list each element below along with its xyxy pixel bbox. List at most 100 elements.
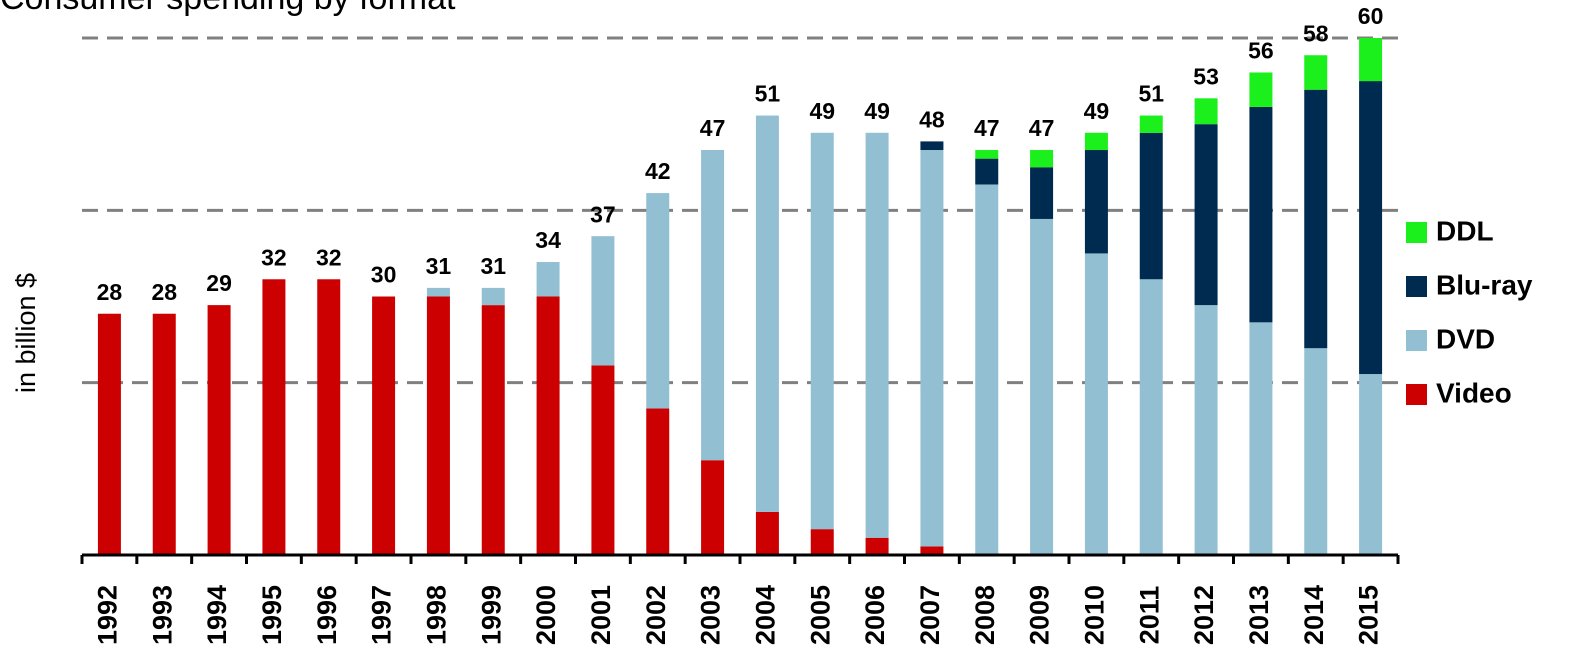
- x-tick-label: 2007: [915, 585, 945, 645]
- x-tick-label: 2002: [641, 585, 671, 645]
- total-label: 49: [809, 98, 835, 124]
- bar-segment: [1249, 322, 1273, 555]
- legend-label: DDL: [1436, 215, 1494, 246]
- bar-segment: [481, 305, 505, 555]
- x-tick-label: 1996: [312, 585, 342, 645]
- bar-segment: [1304, 55, 1328, 90]
- bar-segment: [1249, 72, 1273, 107]
- total-label: 48: [919, 106, 945, 132]
- total-label: 47: [1029, 115, 1055, 141]
- x-tick-label: 2010: [1080, 585, 1110, 645]
- bar-segment: [865, 537, 889, 555]
- bar-segment: [975, 150, 999, 159]
- x-tick-label: 2005: [805, 585, 835, 645]
- bar-segment: [591, 236, 615, 366]
- bar-segment: [920, 546, 944, 555]
- total-label: 29: [206, 270, 232, 296]
- bar-segment: [920, 150, 944, 547]
- total-label: 37: [590, 201, 616, 227]
- total-label: 49: [864, 98, 890, 124]
- bar-segment: [1030, 218, 1054, 555]
- total-label: 31: [426, 253, 452, 279]
- bar-segment: [1139, 279, 1163, 555]
- bar-segment: [207, 305, 231, 555]
- bar-segment: [1084, 253, 1108, 555]
- x-tick-label: 2003: [696, 585, 726, 645]
- bar-segment: [1084, 132, 1108, 151]
- legend-label: Blu-ray: [1436, 269, 1533, 300]
- y-axis-label: in billion $: [11, 273, 41, 393]
- legend-label: DVD: [1436, 323, 1495, 354]
- bar-segment: [646, 193, 670, 409]
- x-tick-label: 2008: [970, 585, 1000, 645]
- bar-segment: [481, 287, 505, 306]
- bar-segment: [975, 158, 999, 185]
- x-tick-label: 1998: [422, 585, 452, 645]
- x-tick-label: 1993: [147, 585, 177, 645]
- legend-swatch: [1406, 384, 1427, 405]
- total-label: 49: [1084, 98, 1110, 124]
- bar-segment: [372, 296, 396, 555]
- bar-segment: [755, 511, 779, 555]
- bar-segment: [536, 262, 560, 297]
- x-tick-label: 1999: [476, 585, 506, 645]
- bar-segment: [1249, 106, 1273, 323]
- bar-segment: [152, 313, 176, 555]
- bar-segment: [1194, 305, 1218, 555]
- x-tick-label: 1995: [257, 585, 287, 645]
- bar-segment: [1359, 38, 1383, 82]
- x-tick-label: 1992: [93, 585, 123, 645]
- x-tick-label: 2012: [1189, 585, 1219, 645]
- total-label: 28: [151, 279, 177, 305]
- bar-segment: [1194, 124, 1218, 306]
- bar-segment: [810, 529, 834, 555]
- x-tick-label: 2009: [1025, 585, 1055, 645]
- bar-segment: [1304, 89, 1328, 349]
- bar-segment: [1139, 115, 1163, 133]
- bar-segment: [865, 132, 889, 538]
- total-label: 60: [1358, 3, 1384, 29]
- total-label: 28: [97, 279, 123, 305]
- bar-segment: [426, 287, 450, 297]
- bar-segment: [1304, 348, 1328, 555]
- legend-label: Video: [1436, 377, 1512, 408]
- bar-segment: [646, 408, 670, 555]
- bar-segment: [426, 296, 450, 555]
- bar-segment: [1359, 81, 1383, 375]
- bar-segment: [262, 279, 286, 555]
- total-label: 32: [261, 244, 287, 270]
- bar-segment: [536, 296, 560, 555]
- bar-segment: [591, 365, 615, 555]
- x-tick-label: 1994: [202, 585, 232, 645]
- bar-segment: [755, 115, 779, 512]
- bar-segment: [701, 150, 725, 461]
- x-tick-label: 2014: [1299, 585, 1329, 645]
- total-label: 34: [535, 227, 561, 253]
- x-tick-label: 2013: [1244, 585, 1274, 645]
- total-label: 56: [1248, 38, 1274, 64]
- total-label: 30: [371, 262, 397, 288]
- total-label: 31: [480, 253, 506, 279]
- bar-segment: [1359, 374, 1383, 555]
- total-label: 32: [316, 244, 342, 270]
- bar-segment: [1139, 132, 1163, 280]
- x-tick-label: 2015: [1354, 585, 1384, 645]
- x-tick-label: 2011: [1134, 586, 1164, 645]
- bar-segment: [1084, 150, 1108, 254]
- x-tick-label: 2006: [860, 585, 890, 645]
- bar-segment: [1194, 98, 1218, 125]
- bar-segment: [1030, 150, 1054, 168]
- total-label: 51: [1138, 81, 1164, 107]
- bar-segment: [1030, 167, 1054, 219]
- bar-segment: [810, 132, 834, 530]
- x-tick-label: 2004: [751, 585, 781, 645]
- bar-segment: [317, 279, 341, 555]
- total-label: 53: [1193, 63, 1219, 89]
- legend-swatch: [1406, 222, 1427, 243]
- x-tick-label: 2001: [586, 585, 616, 645]
- total-label: 47: [700, 115, 726, 141]
- x-tick-label: 2000: [531, 585, 561, 645]
- bar-segment: [97, 313, 121, 555]
- bar-segment: [920, 141, 944, 151]
